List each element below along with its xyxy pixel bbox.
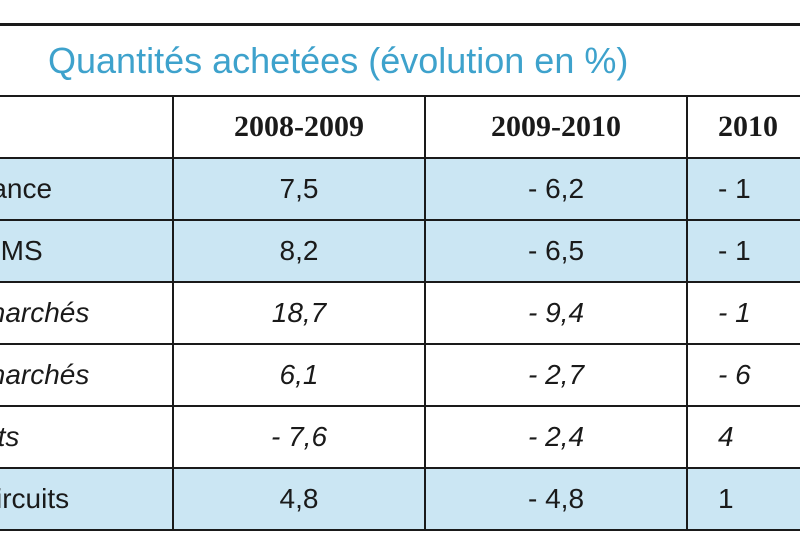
value-cell: - 1 <box>686 281 800 345</box>
table-row: circuits 4,8- 4,81 <box>0 467 800 531</box>
value-cell: - 9,4 <box>424 281 688 345</box>
value-cell: 6,1 <box>172 343 426 407</box>
table-title: Quantités achetées (évolution en %) <box>48 40 629 81</box>
value-cell: - 6,2 <box>424 157 688 221</box>
row-label-cell: circuits <box>0 467 174 531</box>
top-border <box>0 0 800 26</box>
row-label: nts <box>0 421 20 452</box>
value-cell: 18,7 <box>172 281 426 345</box>
value-cell: - 2,7 <box>424 343 688 407</box>
row-label: circuits <box>0 483 70 514</box>
table-row: SMS 8,2- 6,5- 1 <box>0 219 800 283</box>
table-row: nts - 7,6- 2,44 <box>0 405 800 469</box>
value-cell: - 6 <box>686 343 800 407</box>
table-row: marchés 18,7- 9,4- 1 <box>0 281 800 345</box>
row-label-cell: marchés <box>0 281 174 345</box>
row-label-cell: marchés <box>0 343 174 407</box>
row-label: marchés <box>0 359 90 390</box>
row-label-cell: SMS <box>0 219 174 283</box>
value-cell: - 7,6 <box>172 405 426 469</box>
value-cell: 4,8 <box>172 467 426 531</box>
table-row: marchés 6,1- 2,7- 6 <box>0 343 800 407</box>
row-label-cell: nts <box>0 405 174 469</box>
header-cell-label <box>0 95 174 159</box>
row-label: SMS <box>0 235 43 266</box>
header-row: 2008-2009 2009-2010 2010 <box>0 95 800 159</box>
data-table: 2008-2009 2009-2010 2010 rance7,5- 6,2- … <box>0 95 800 531</box>
row-label-cell: rance <box>0 157 174 221</box>
table-container: 2008-2009 2009-2010 2010 rance7,5- 6,2- … <box>0 95 800 531</box>
value-cell: - 1 <box>686 219 800 283</box>
table-row: rance 7,5- 6,2- 1 <box>0 157 800 221</box>
value-cell: 7,5 <box>172 157 426 221</box>
value-cell: - 4,8 <box>424 467 688 531</box>
value-cell: - 2,4 <box>424 405 688 469</box>
row-label: rance <box>0 173 53 204</box>
header-cell-2008-2009: 2008-2009 <box>172 95 426 159</box>
row-label: marchés <box>0 297 90 328</box>
value-cell: 1 <box>686 467 800 531</box>
value-cell: - 1 <box>686 157 800 221</box>
header-cell-2009-2010: 2009-2010 <box>424 95 688 159</box>
value-cell: 4 <box>686 405 800 469</box>
value-cell: 8,2 <box>172 219 426 283</box>
header-cell-2010: 2010 <box>686 95 800 159</box>
value-cell: - 6,5 <box>424 219 688 283</box>
